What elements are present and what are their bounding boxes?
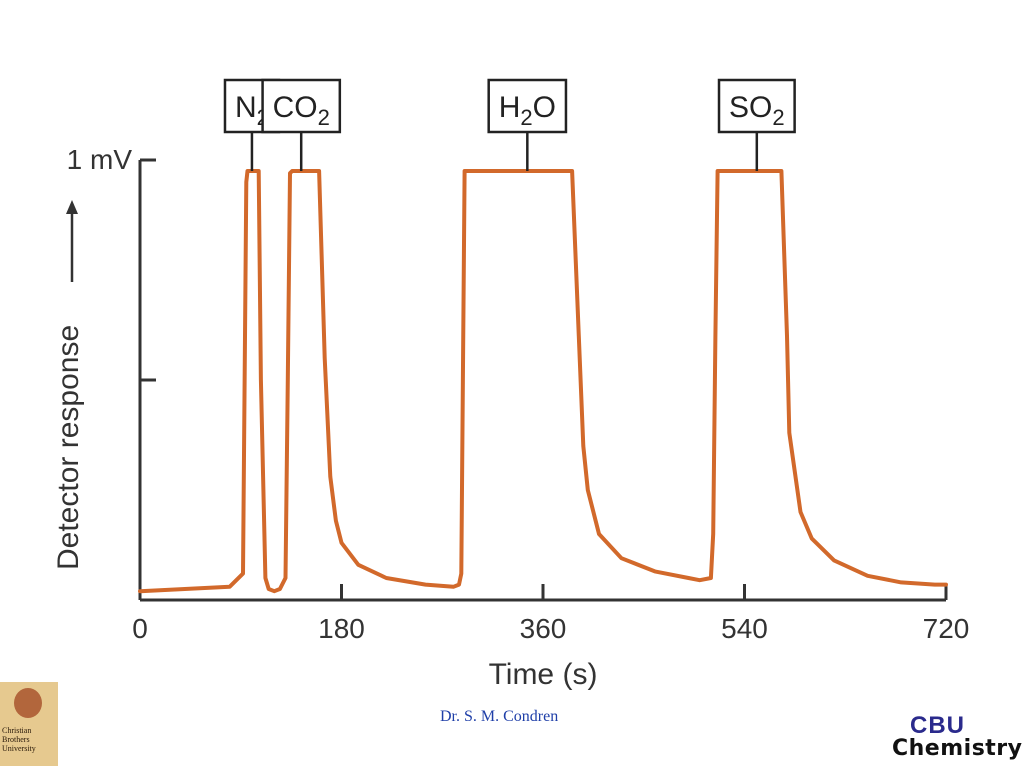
peak-label-1: CO2: [261, 78, 342, 171]
peak-label-text: H2O: [499, 91, 556, 130]
y-tick-label: 1 mV: [67, 144, 133, 175]
chart: 0 180 360 540 720 1 mV Time (s) Detector respon…: [52, 78, 969, 690]
x-tick-label: 720: [923, 613, 970, 644]
x-tick-label: 180: [318, 613, 365, 644]
peak-label-box: [717, 78, 796, 134]
department-logo: CBU Chemistry: [888, 712, 1022, 764]
x-tick-label: 360: [520, 613, 567, 644]
y-axis-title: Detector response: [52, 325, 85, 570]
series-line-0: [138, 169, 948, 594]
seal-icon: [14, 688, 42, 718]
x-tick-label: 0: [132, 613, 148, 644]
department-logo-bottom: Chemistry: [892, 736, 1023, 761]
university-name: Christian Brothers University: [2, 726, 36, 753]
axes: [138, 158, 948, 602]
department-logo-top: CBU: [910, 712, 965, 739]
series-layer: [138, 169, 948, 594]
author-credit: Dr. S. M. Condren: [440, 708, 559, 725]
peak-label-3: SO2: [717, 78, 796, 171]
peak-label-2: H2O: [487, 78, 568, 171]
x-axis-title: Time (s): [489, 658, 598, 690]
peak-labels: N2CO2H2OSO2: [223, 78, 796, 171]
axis-labels: 0 180 360 540 720 1 mV Time (s) Detector respon…: [52, 144, 969, 690]
peak-label-text: CO2: [273, 91, 330, 130]
peak-label-text: SO2: [729, 91, 785, 130]
y-axis-arrow-head: [66, 200, 78, 214]
university-logo: Christian Brothers University: [0, 682, 58, 766]
x-tick-label: 540: [721, 613, 768, 644]
peak-label-box: [487, 78, 568, 134]
